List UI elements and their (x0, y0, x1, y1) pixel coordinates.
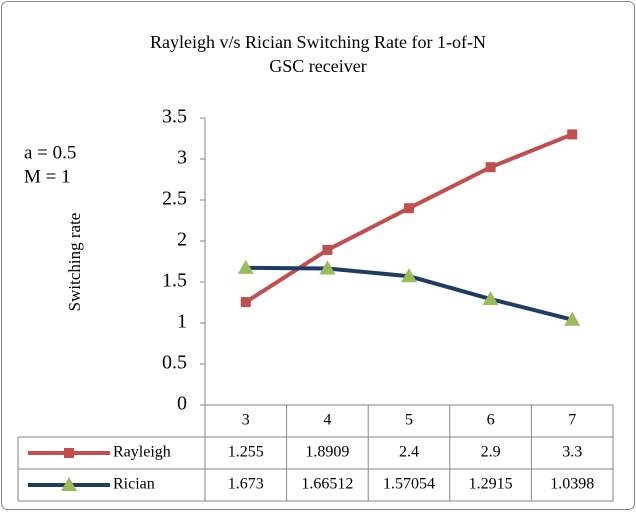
x-tick-label: 4 (323, 412, 331, 429)
legend-label: Rayleigh (113, 444, 171, 461)
y-tick-label: 0 (177, 393, 187, 415)
table-value: 1.66512 (301, 476, 353, 493)
marker (240, 297, 251, 308)
table-value: 1.8909 (305, 444, 349, 461)
chart-title: Rayleigh v/s Rician Switching Rate for 1… (150, 32, 486, 52)
chart-title: GSC receiver (269, 56, 366, 76)
marker (482, 291, 499, 306)
table-value: 1.0398 (550, 476, 594, 493)
table-value: 2.4 (399, 444, 419, 461)
annotation: M = 1 (24, 166, 71, 187)
y-tick-label: 0.5 (162, 352, 187, 374)
marker (64, 448, 74, 458)
marker (567, 129, 578, 140)
marker (237, 259, 254, 274)
table-value: 1.57054 (383, 476, 435, 493)
marker (61, 477, 77, 491)
legend-label: Rician (113, 476, 155, 493)
marker (319, 260, 336, 275)
table-value: 2.9 (481, 444, 501, 461)
y-axis-label: Switching rate (65, 213, 84, 312)
y-tick-label: 2 (177, 229, 187, 251)
y-tick-label: 2.5 (162, 188, 187, 210)
marker (322, 244, 333, 255)
marker (404, 203, 414, 214)
y-tick-label: 3 (177, 147, 187, 169)
marker (401, 268, 417, 283)
y-tick-label: 1 (177, 311, 187, 333)
annotation: a = 0.5 (24, 142, 76, 163)
table-value: 1.255 (228, 444, 264, 461)
table-value: 3.3 (562, 444, 582, 461)
table-value: 1.2915 (469, 476, 513, 493)
marker (485, 162, 496, 173)
y-tick-label: 3.5 (162, 106, 187, 128)
x-tick-label: 7 (568, 412, 576, 429)
x-tick-label: 5 (405, 412, 413, 429)
x-tick-label: 6 (487, 412, 495, 429)
y-tick-label: 1.5 (162, 270, 187, 292)
table-value: 1.673 (228, 476, 264, 493)
x-tick-label: 3 (242, 412, 250, 429)
marker (564, 311, 581, 326)
